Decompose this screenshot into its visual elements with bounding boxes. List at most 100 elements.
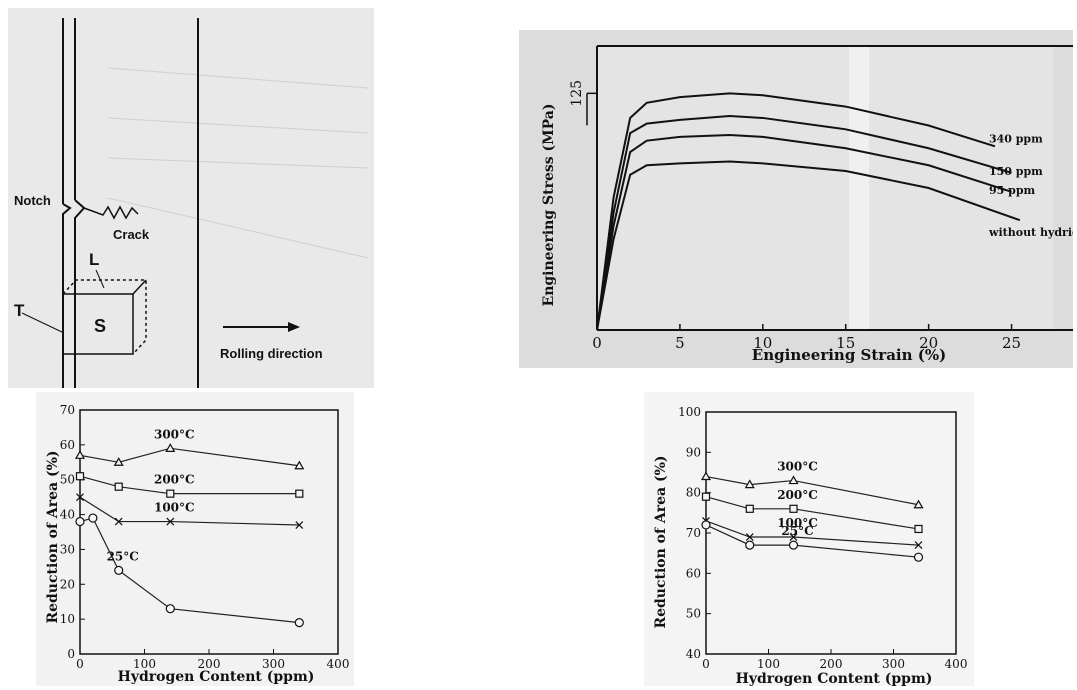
x-tick-label: 300 xyxy=(262,657,285,671)
plot-frame xyxy=(79,409,339,655)
series-line-2 xyxy=(705,520,919,546)
series-label: 95 ppm xyxy=(989,184,1036,197)
t-leader xyxy=(21,312,65,334)
ghost-lines xyxy=(107,67,369,259)
x-tick-label: 200 xyxy=(820,657,843,671)
y-tick-label: 70 xyxy=(686,526,701,540)
specimen-outline xyxy=(62,18,199,388)
x-axis-label: Engineering Strain (%) xyxy=(752,346,946,364)
x-tick-label: 300 xyxy=(882,657,905,671)
rolling-arrow xyxy=(223,322,300,332)
y-axis-label: Reduction of Area (%) xyxy=(653,455,669,628)
series-line-1 xyxy=(705,496,919,530)
data-point xyxy=(76,493,84,502)
data-point xyxy=(113,457,124,466)
x-tick-label: 0 xyxy=(76,657,84,671)
data-point xyxy=(295,521,304,529)
data-point xyxy=(914,524,923,534)
reduction-area-2-panel: 0 100 200 300 400 40 50 60 70 80 90 100 300°C 200°C 10… xyxy=(644,392,974,687)
stress-strain-chart: 0 5 10 15 20 25 125 340 ppm 150 ppm 95 ppm without… xyxy=(541,45,1077,364)
y-tick-label: 60 xyxy=(60,438,75,452)
x-tick-label: 15 xyxy=(836,334,855,352)
data-point xyxy=(166,517,175,526)
reduction-area-1-panel: 0 100 200 300 400 0 10 20 30 40 50 60 70 300°C 200°C 10… xyxy=(36,392,354,686)
crack-path xyxy=(83,205,139,220)
series-line-3 xyxy=(705,524,919,558)
data-point xyxy=(166,489,175,498)
y-tick-label: 60 xyxy=(686,566,701,580)
series-line-3 xyxy=(596,160,1021,331)
x-axis-label: Hydrogen Content (ppm) xyxy=(736,671,933,686)
s-label: S xyxy=(94,316,106,336)
reduction-area-2-chart: 0 100 200 300 400 40 50 60 70 80 90 100 300°C 200°C 10… xyxy=(653,405,968,687)
data-point xyxy=(744,479,755,489)
schematic-svg: Notch Crack L T S Rolling direction xyxy=(14,18,369,388)
x-axis-label: Hydrogen Content (ppm) xyxy=(118,669,315,685)
data-point xyxy=(788,540,799,550)
y-axis-label: Engineering Stress (MPa) xyxy=(541,104,557,307)
stress-strain-panel: 0 5 10 15 20 25 125 340 ppm 150 ppm 95 ppm without… xyxy=(519,30,1077,368)
data-point xyxy=(789,533,798,541)
data-point xyxy=(295,489,304,498)
data-point xyxy=(701,492,711,501)
data-point xyxy=(701,520,711,530)
notch-label: Notch xyxy=(14,193,51,208)
y-tick-label: 40 xyxy=(686,647,701,661)
y-tick-label: 10 xyxy=(60,612,75,626)
crack-label: Crack xyxy=(113,227,150,242)
x-tick-label: 25 xyxy=(1002,334,1021,352)
y-tick-label: 20 xyxy=(60,577,75,591)
y-tick-label: 125 xyxy=(569,80,585,107)
t-label: T xyxy=(14,301,25,320)
y-tick-label: 40 xyxy=(60,508,75,522)
series-label: 25°C xyxy=(781,524,813,538)
data-point xyxy=(913,552,924,562)
y-tick-label: 50 xyxy=(686,607,701,621)
series-line-2 xyxy=(596,133,1012,331)
series-label: 100°C xyxy=(777,516,818,530)
x-tick-label: 20 xyxy=(919,334,938,352)
x-tick-label: 400 xyxy=(327,657,350,671)
y-tick-label: 30 xyxy=(60,542,75,556)
series-label: 300°C xyxy=(777,460,818,474)
reduction-area-1-chart: 0 100 200 300 400 0 10 20 30 40 50 60 70 300°C 200°C 10… xyxy=(45,403,350,685)
data-point xyxy=(114,565,124,575)
plot-area xyxy=(597,46,1053,330)
series-label: without hydriding xyxy=(988,226,1073,239)
data-point xyxy=(165,604,175,614)
data-point xyxy=(745,540,755,550)
series-label: 200°C xyxy=(154,473,195,487)
scan-highlight xyxy=(849,46,869,330)
x-tick-label: 5 xyxy=(675,334,685,352)
series-line-1 xyxy=(596,115,1012,331)
x-tick-label: 0 xyxy=(702,657,710,671)
data-point xyxy=(914,541,923,550)
schematic-panel: Notch Crack L T S Rolling direction xyxy=(8,8,374,388)
series-line-0 xyxy=(596,92,996,331)
data-point xyxy=(75,472,85,481)
data-point xyxy=(745,533,754,541)
y-axis-label: Reduction of Area (%) xyxy=(45,450,61,623)
x-tick-label: 200 xyxy=(198,657,221,671)
l-label: L xyxy=(89,250,99,269)
data-point xyxy=(294,460,305,470)
l-leader xyxy=(95,269,105,289)
x-tick-label: 0 xyxy=(592,334,602,352)
series-label: 340 ppm xyxy=(989,132,1043,145)
x-tick-label: 10 xyxy=(753,334,772,352)
x-tick-label: 400 xyxy=(945,657,968,671)
y-tick-label: 0 xyxy=(67,647,75,661)
series-line-0 xyxy=(79,447,300,467)
rolling-label: Rolling direction xyxy=(220,346,323,361)
data-point xyxy=(75,516,85,527)
data-point xyxy=(114,517,123,526)
data-point xyxy=(788,475,799,485)
data-point xyxy=(745,504,754,513)
series-label: 25°C xyxy=(107,549,139,563)
data-point xyxy=(700,471,712,481)
series-label: 200°C xyxy=(777,488,818,502)
data-point xyxy=(88,513,98,523)
series-label: 100°C xyxy=(154,501,195,515)
data-point xyxy=(74,450,86,459)
y-tick-label: 50 xyxy=(60,473,75,487)
